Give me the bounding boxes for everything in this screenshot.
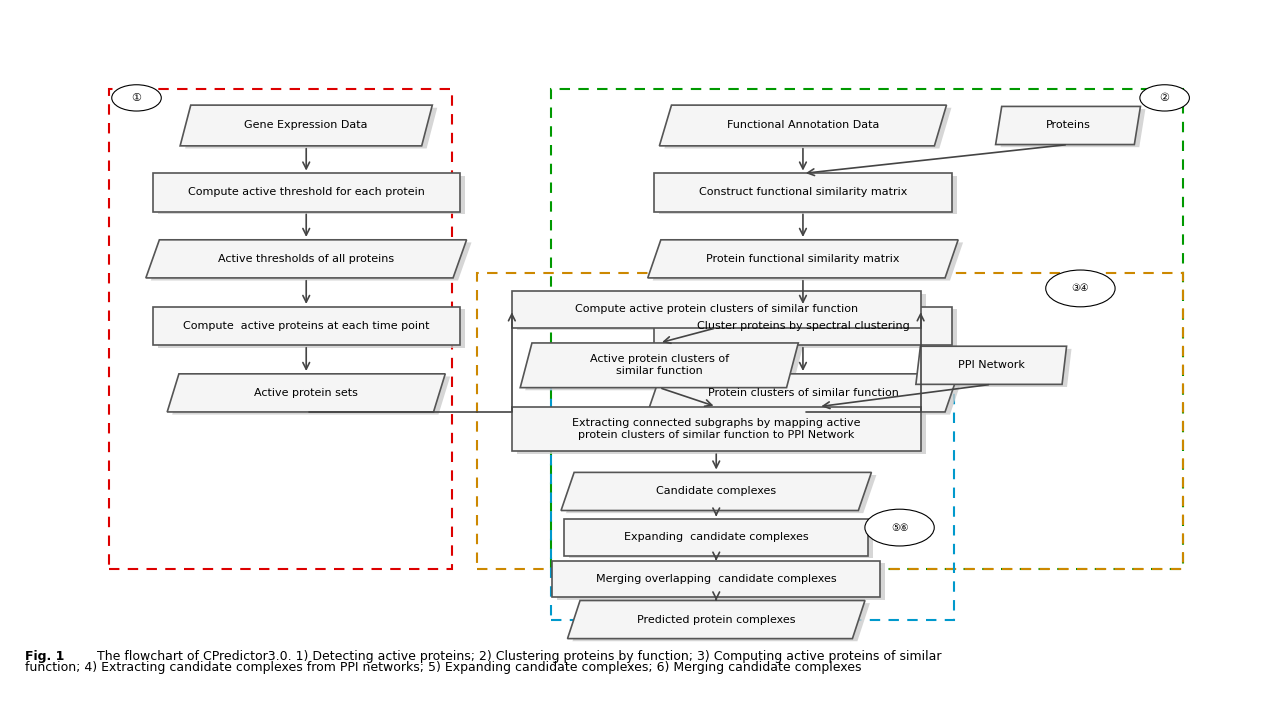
Bar: [153, 307, 460, 345]
Text: Merging overlapping  candidate complexes: Merging overlapping candidate complexes: [595, 574, 837, 584]
Polygon shape: [647, 374, 958, 412]
Bar: [660, 176, 957, 214]
Text: Gene Expression Data: Gene Expression Data: [244, 121, 368, 131]
Polygon shape: [652, 243, 963, 281]
Text: Compute active protein clusters of similar function: Compute active protein clusters of simil…: [575, 305, 858, 315]
Bar: [512, 406, 920, 451]
Text: Compute active threshold for each protein: Compute active threshold for each protei…: [188, 188, 425, 198]
Text: Candidate complexes: Candidate complexes: [656, 487, 776, 497]
Circle shape: [1045, 270, 1115, 307]
Text: Active protein sets: Active protein sets: [254, 388, 358, 398]
Polygon shape: [921, 349, 1072, 387]
Text: Predicted protein complexes: Predicted protein complexes: [637, 614, 795, 625]
Bar: [552, 561, 880, 597]
Bar: [660, 310, 957, 347]
Text: ③④: ③④: [1072, 284, 1090, 293]
Bar: [512, 291, 920, 328]
Bar: [158, 176, 465, 214]
Polygon shape: [181, 105, 432, 146]
Polygon shape: [647, 240, 958, 278]
Bar: [153, 173, 460, 212]
Bar: [551, 90, 1183, 569]
Text: ①: ①: [131, 93, 142, 103]
Bar: [655, 307, 952, 345]
Bar: [109, 90, 453, 569]
Polygon shape: [1001, 109, 1145, 147]
Polygon shape: [996, 106, 1140, 144]
Polygon shape: [561, 472, 871, 510]
Polygon shape: [525, 346, 803, 391]
Text: Active thresholds of all proteins: Active thresholds of all proteins: [219, 254, 394, 264]
Text: Expanding  candidate complexes: Expanding candidate complexes: [624, 532, 809, 542]
Text: Construct functional similarity matrix: Construct functional similarity matrix: [699, 188, 908, 198]
Polygon shape: [521, 343, 799, 388]
Text: The flowchart of CPredictor3.0. 1) Detecting active proteins; 2) Clustering prot: The flowchart of CPredictor3.0. 1) Detec…: [94, 650, 942, 663]
Text: PPI Network: PPI Network: [958, 360, 1025, 370]
Text: Compute  active proteins at each time point: Compute active proteins at each time poi…: [183, 321, 430, 331]
Bar: [517, 409, 925, 454]
Bar: [570, 522, 873, 558]
Polygon shape: [172, 376, 450, 414]
Bar: [557, 563, 885, 599]
Bar: [158, 310, 465, 347]
Text: ②: ②: [1159, 93, 1169, 103]
Text: Fig. 1: Fig. 1: [25, 650, 64, 663]
Text: ⑤⑥: ⑤⑥: [891, 523, 909, 533]
Text: Functional Annotation Data: Functional Annotation Data: [727, 121, 880, 131]
Polygon shape: [150, 243, 471, 281]
Bar: [517, 294, 925, 331]
Circle shape: [1140, 84, 1189, 111]
Polygon shape: [916, 347, 1067, 384]
Text: Cluster proteins by spectral clustering: Cluster proteins by spectral clustering: [696, 321, 909, 331]
Text: Protein functional similarity matrix: Protein functional similarity matrix: [707, 254, 900, 264]
Bar: [477, 274, 1183, 569]
Polygon shape: [652, 376, 963, 414]
Polygon shape: [573, 603, 870, 641]
Text: Extracting connected subgraphs by mapping active
protein clusters of similar fun: Extracting connected subgraphs by mappin…: [573, 418, 861, 440]
Bar: [565, 519, 868, 555]
Text: Proteins: Proteins: [1045, 121, 1091, 131]
Bar: [551, 378, 954, 619]
Bar: [655, 173, 952, 212]
Polygon shape: [568, 601, 865, 639]
Polygon shape: [660, 105, 947, 146]
Polygon shape: [566, 475, 876, 513]
Polygon shape: [665, 108, 952, 149]
Circle shape: [865, 509, 934, 546]
Polygon shape: [185, 108, 437, 149]
Text: function; 4) Extracting candidate complexes from PPI networks; 5) Expanding cand: function; 4) Extracting candidate comple…: [25, 661, 862, 674]
Polygon shape: [145, 240, 466, 278]
Text: Protein clusters of similar function: Protein clusters of similar function: [708, 388, 899, 398]
Polygon shape: [167, 374, 445, 412]
Text: Active protein clusters of
similar function: Active protein clusters of similar funct…: [590, 355, 729, 376]
Circle shape: [111, 84, 162, 111]
